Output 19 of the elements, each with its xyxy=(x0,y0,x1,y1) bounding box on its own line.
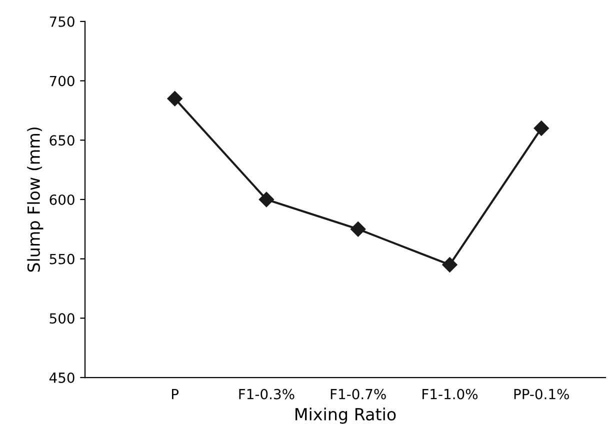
y-tick-label: 600 xyxy=(50,194,74,205)
x-tick-label: P xyxy=(172,389,179,400)
y-axis-title: Slump Flow (mm) xyxy=(27,128,44,272)
y-tick-label: 700 xyxy=(50,76,74,86)
y-tick-label: 450 xyxy=(49,372,74,383)
point xyxy=(442,257,458,272)
x-tick-label: F1-0.3% xyxy=(239,388,294,400)
point xyxy=(258,192,274,208)
x-tick-label: F1-1.0% xyxy=(422,388,478,400)
y-tick-label: 650 xyxy=(50,135,74,146)
y-tick-label: 550 xyxy=(50,254,74,264)
x-tick-label: PP-0.1% xyxy=(514,388,569,400)
x-tick-label: F1-0.7% xyxy=(330,388,386,400)
x-axis-title: Mixing Ratio xyxy=(296,408,396,424)
y-tick-label: 500 xyxy=(50,313,74,324)
point xyxy=(534,120,549,136)
y-tick-label: 750 xyxy=(50,16,74,27)
point xyxy=(350,222,366,237)
point xyxy=(167,91,182,106)
